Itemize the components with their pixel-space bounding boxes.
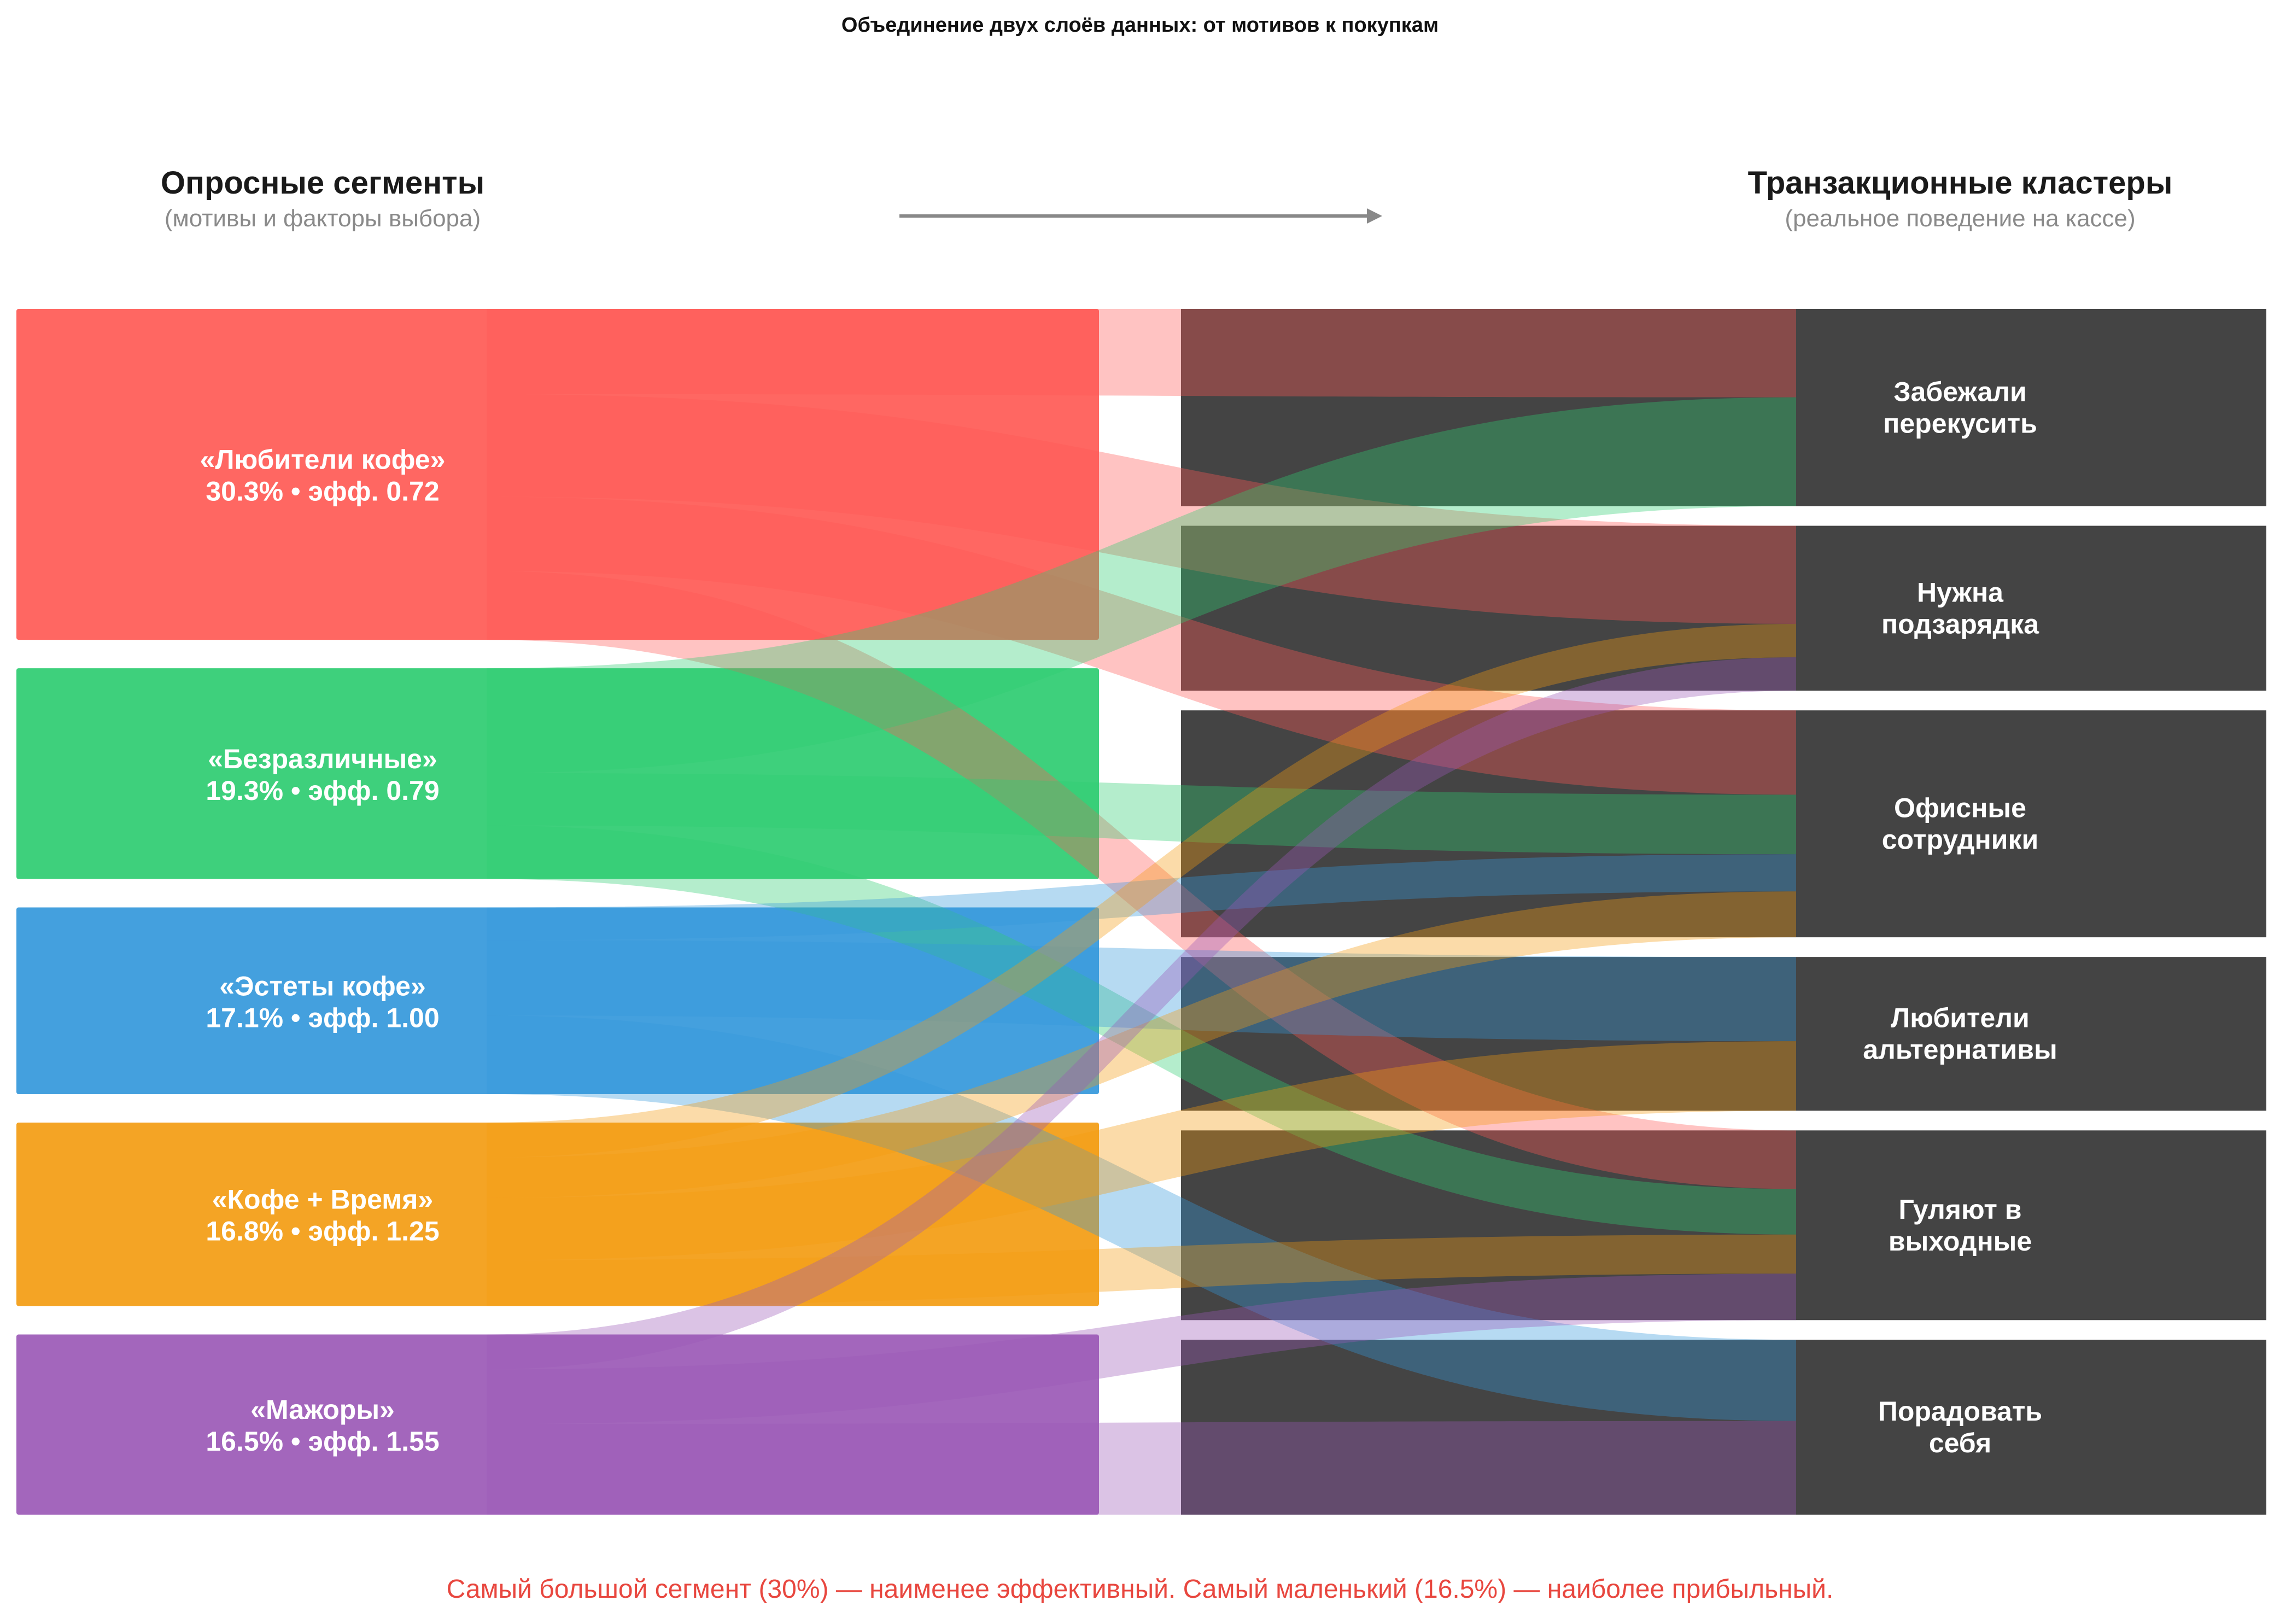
segment-stats-label: 17.1% • эфф. 1.00 <box>206 1002 439 1033</box>
node-labels: «Любители кофе»30.3% • эфф. 0.72 «Безразл… <box>200 376 2057 1458</box>
left-column-subtitle: (мотивы и факторы выбора) <box>165 205 481 232</box>
segment-bars <box>16 309 1099 1515</box>
segment-stats-label: 16.5% • эфф. 1.55 <box>206 1426 439 1457</box>
cluster-label-line: Гуляют в <box>1898 1194 2021 1225</box>
left-column-title: Опросные сегменты <box>161 165 484 201</box>
flow-coffee_time-to-alt <box>487 1041 1796 1260</box>
right-column-title: Транзакционные кластеры <box>1748 165 2173 201</box>
flow-bands <box>487 309 1796 1515</box>
segment-bar-majors <box>16 1334 1099 1515</box>
cluster-bar-office <box>1181 710 2266 938</box>
cluster-label-line: Офисные <box>1894 793 2026 823</box>
segment-stats-label: 19.3% • эфф. 0.79 <box>206 775 439 806</box>
cluster-label-line: сотрудники <box>1882 825 2038 855</box>
flow-aesthetes-to-alt <box>487 940 1796 1042</box>
segment-name-label: «Любители кофе» <box>200 445 446 475</box>
flow-coffee_lovers-to-weekend <box>487 571 1796 1189</box>
cluster-bar-snack <box>1181 309 2266 506</box>
flow-majors-to-weekend <box>487 1274 1796 1424</box>
cluster-bar-weekend <box>1181 1130 2266 1321</box>
cluster-bars <box>1181 309 2266 1515</box>
flow-coffee_lovers-to-recharge <box>487 394 1796 624</box>
flow-aesthetes-to-treat <box>487 1015 1796 1421</box>
flow-majors-to-treat <box>487 1421 1796 1515</box>
flow-coffee_time-to-recharge <box>487 623 1796 1158</box>
direction-arrow-head <box>1367 208 1382 224</box>
cluster-label-line: Порадовать <box>1878 1396 2042 1427</box>
segment-name-label: «Мажоры» <box>250 1394 395 1425</box>
segment-bar-coffee_lovers <box>16 309 1099 640</box>
flow-coffee_lovers-to-office <box>487 496 1796 795</box>
cluster-label-line: Забежали <box>1893 376 2027 407</box>
flow-indifferent-to-snack <box>487 397 1796 773</box>
cluster-bar-alt <box>1181 957 2266 1111</box>
flow-coffee_time-to-office <box>487 891 1796 1198</box>
flow-coffee_lovers-to-snack <box>487 309 1796 398</box>
flow-indifferent-to-weekend <box>487 825 1796 1235</box>
segment-stats-label: 30.3% • эфф. 0.72 <box>206 476 439 507</box>
segment-bar-coffee_time <box>16 1122 1099 1306</box>
cluster-label-line: выходные <box>1889 1226 2032 1257</box>
cluster-bar-recharge <box>1181 525 2266 691</box>
chart-title: Объединение двух слоёв данных: от мотиво… <box>841 14 1439 37</box>
cluster-label-line: подзарядка <box>1881 609 2039 639</box>
footer-note: Самый большой сегмент (30%) — наименее э… <box>447 1575 1834 1604</box>
cluster-label-line: себя <box>1929 1428 1991 1458</box>
cluster-bar-treat <box>1181 1340 2266 1515</box>
cluster-label-line: Любители <box>1891 1003 2030 1033</box>
segment-name-label: «Безразличные» <box>208 744 437 774</box>
segment-stats-label: 16.8% • эфф. 1.25 <box>206 1216 439 1247</box>
segment-bar-indifferent <box>16 668 1099 879</box>
segment-name-label: «Эстеты кофе» <box>219 971 426 1001</box>
segment-name-label: «Кофе + Время» <box>212 1184 434 1215</box>
right-column-subtitle: (реальное поведение на кассе) <box>1785 205 2135 232</box>
cluster-label-line: перекусить <box>1883 408 2037 439</box>
cluster-label-line: альтернативы <box>1863 1035 2057 1065</box>
segment-bar-aesthetes <box>16 907 1099 1094</box>
flow-aesthetes-to-office <box>487 854 1796 940</box>
flow-coffee_time-to-weekend <box>487 1234 1796 1306</box>
cluster-label-line: Нужна <box>1917 577 2004 607</box>
flow-majors-to-recharge <box>487 657 1796 1370</box>
flow-indifferent-to-office <box>487 773 1796 855</box>
